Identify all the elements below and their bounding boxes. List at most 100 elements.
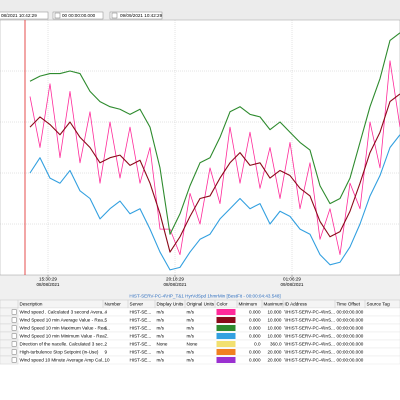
table-cell: 7: [105, 334, 108, 339]
table-cell: 10.000: [267, 310, 281, 315]
x-tick-label: 08/08/2021: [37, 282, 60, 287]
table-cell: 9: [105, 350, 108, 355]
table-cell: m/s: [187, 334, 195, 339]
table-cell: \\HIST-SERV-PC-4\InS...: [285, 326, 335, 331]
table-cell: 00:00:00.000: [337, 326, 364, 331]
table-cell: 00:00:00.000: [337, 310, 364, 315]
row-check[interactable]: [11, 357, 17, 363]
table-cell: 00:00:00.000: [337, 334, 364, 339]
offset-text: 00 00:00:00.000: [62, 13, 96, 18]
table-cell: 0.000: [249, 326, 261, 331]
end-field[interactable]: [109, 11, 163, 20]
table-cell: Wind speed . Calculated 3 second Avera..…: [20, 310, 106, 315]
x-tick-label: 01:06:29: [283, 277, 301, 282]
plot-area: [0, 19, 400, 276]
column-header[interactable]: ID Address: [285, 302, 308, 307]
color-swatch: [216, 309, 236, 315]
column-header[interactable]: Number: [105, 302, 122, 307]
series-line: [29, 32, 400, 235]
table-cell: None: [187, 342, 198, 347]
x-tick-label: 09/08/2021: [281, 282, 304, 287]
table-cell: 0.000: [249, 310, 261, 315]
table-cell: HIST-SE...: [130, 326, 152, 331]
start-field[interactable]: [0, 11, 49, 20]
table-cell: 0.000: [249, 318, 261, 323]
table-cell: m/s: [157, 318, 165, 323]
x-tick-label: 15:30:29: [39, 277, 57, 282]
row-check[interactable]: [11, 317, 17, 323]
lines: [29, 32, 400, 271]
table-cell: 6: [105, 326, 108, 331]
table-cell: HIST-SE...: [130, 318, 152, 323]
table-cell: Direction of the nacelle. Calculated 3 s…: [20, 342, 107, 347]
table-cell: HIST-SE...: [130, 350, 152, 355]
table-cell: m/s: [187, 310, 195, 315]
table-cell: Wind Speed 10 min Average Value - Rea...: [20, 318, 107, 323]
column-header[interactable]: Source Tag: [367, 302, 391, 307]
table-cell: 0.000: [249, 350, 261, 355]
table: Description Number Server Display Units Orig…: [0, 299, 400, 365]
table-row[interactable]: [0, 355, 400, 365]
table-cell: 0.0: [254, 342, 261, 347]
table-cell: 10: [105, 358, 111, 363]
table-cell: 00:00:00.000: [337, 318, 364, 323]
column-header[interactable]: Maximum: [264, 302, 284, 307]
table-cell: Wind Speed 10 min Minimum Value - Rea...: [20, 334, 109, 339]
table-cell: 0.000: [249, 334, 261, 339]
table-cell: HIST-SE...: [130, 342, 152, 347]
table-cell: HIST-SE...: [130, 310, 152, 315]
column-header[interactable]: Description: [20, 302, 43, 307]
series-line: [29, 93, 400, 253]
chart-subtitle: HIST-SERV-PC-4\HP_T&1 HyrVdSpd 1hmrMin […: [129, 294, 280, 299]
series-line: [29, 60, 400, 255]
end-check[interactable]: [111, 12, 118, 19]
color-swatch: [216, 357, 236, 363]
table-cell: None: [157, 342, 168, 347]
color-swatch: [216, 317, 236, 323]
row-check[interactable]: [11, 349, 17, 355]
table-cell: \\HIST-SERV-PC-4\InS...: [285, 310, 335, 315]
row-selector[interactable]: [0, 355, 19, 365]
table-cell: \\HIST-SERV-PC-4\InS...: [285, 334, 335, 339]
row-check[interactable]: [11, 325, 17, 331]
table-cell: m/s: [157, 326, 165, 331]
x-tick-label: 08/08/2021: [164, 282, 187, 287]
table-cell: \\HIST-SERV-PC-4\InS...: [285, 318, 335, 323]
color-swatch: [216, 349, 236, 355]
column-header[interactable]: Color: [217, 302, 228, 307]
row-check[interactable]: [11, 341, 17, 347]
table-cell: \\HIST-SERV-PC-4\InS...: [285, 358, 335, 363]
offset-check[interactable]: [54, 12, 61, 19]
offset-field[interactable]: [52, 11, 104, 20]
table-cell: High-turbulence Stop Setpoint (in-Use): [20, 350, 99, 355]
table-cell: 00:00:00.000: [337, 350, 364, 355]
table-cell: 00:00:00.000: [337, 342, 364, 347]
table-cell: Wind Speed 10 min Maximum Value - Rea...: [20, 326, 110, 331]
row-check[interactable]: [11, 333, 17, 339]
row-check[interactable]: [11, 309, 17, 315]
end-text: 09/09/2021 10:42:29: [120, 13, 163, 18]
table-cell: Wind speed 10 Minute Average Amp Cal...: [20, 358, 106, 363]
column-header[interactable]: Minimum: [239, 302, 258, 307]
table-cell: m/s: [187, 350, 195, 355]
table-cell: 4: [105, 310, 108, 315]
color-swatch: [216, 325, 236, 331]
table-cell: 20.000: [267, 358, 281, 363]
table-cell: m/s: [187, 318, 195, 323]
table-cell: 2: [105, 342, 108, 347]
table-cell: 00:00:00.000: [337, 358, 364, 363]
column-header[interactable]: Server: [130, 302, 144, 307]
table-cell: m/s: [187, 358, 195, 363]
table-cell: 10.000: [267, 326, 281, 331]
table-cell: HIST-SE...: [130, 358, 152, 363]
table-cell: HIST-SE...: [130, 334, 152, 339]
column-header[interactable]: Display Units: [157, 302, 185, 307]
table-cell: 5: [105, 318, 108, 323]
column-header[interactable]: Time Offset: [337, 302, 361, 307]
color-swatch: [216, 333, 236, 339]
table-cell: 360.0: [270, 342, 282, 347]
table-cell: 10.000: [267, 334, 281, 339]
table-cell: \\HIST-SERV-PC-4\InS...: [285, 350, 335, 355]
column-header[interactable]: Original Units: [187, 302, 215, 307]
table-cell: 10.000: [267, 318, 281, 323]
